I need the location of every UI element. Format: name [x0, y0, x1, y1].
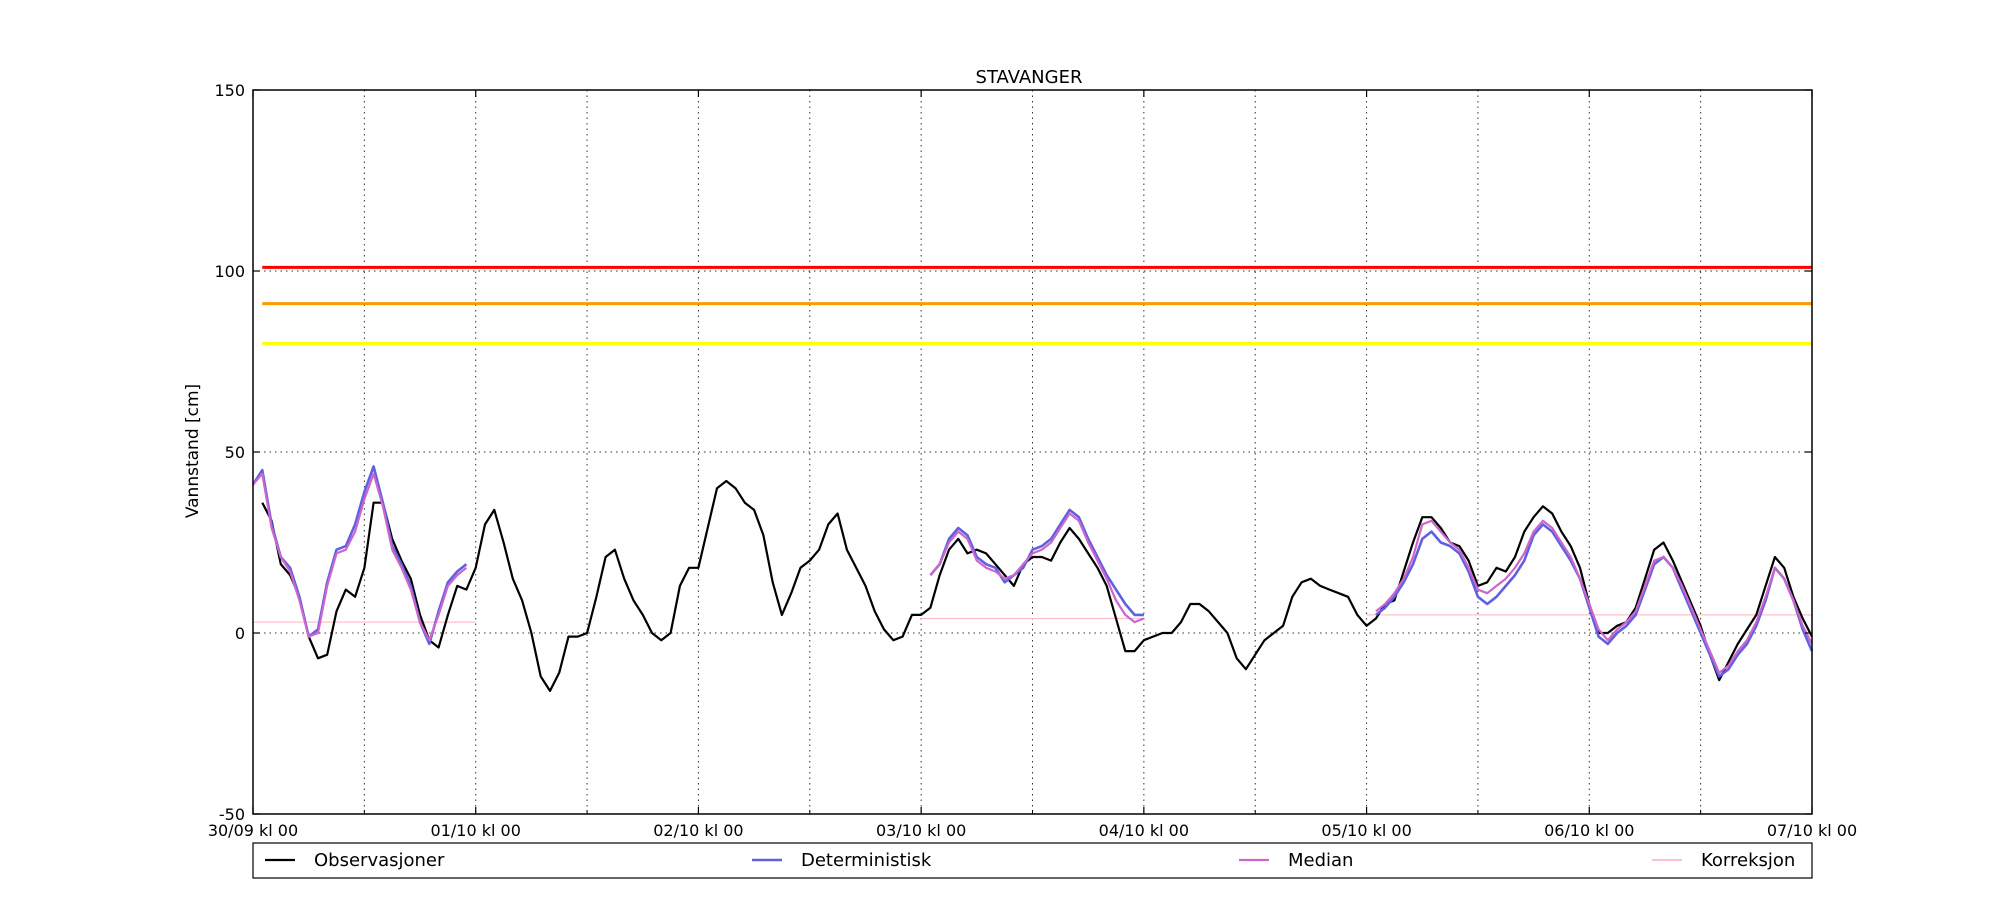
legend-box: [252, 842, 1813, 879]
x-tick-label: 04/10 kl 00: [1099, 821, 1189, 840]
plot-frame: [252, 89, 1813, 815]
legend-label-observasjoner: Observasjoner: [314, 850, 445, 871]
tick-layer: -50 0 50 100 150 30/09 kl 00 01/10 kl 00 02/10 …: [208, 81, 1857, 840]
threshold-layer: [262, 265, 1812, 345]
series-line-median: [929, 512, 1145, 624]
x-tick-label: 30/09 kl 00: [208, 821, 298, 840]
y-tick-label: 150: [214, 81, 245, 100]
x-tick-label: 07/10 kl 00: [1767, 821, 1857, 840]
grid-layer: [253, 90, 1812, 814]
x-tick-label: 03/10 kl 00: [876, 821, 966, 840]
x-tick-label: 02/10 kl 00: [653, 821, 743, 840]
x-tick-label: 01/10 kl 00: [431, 821, 521, 840]
series-line-median: [1375, 519, 1813, 674]
y-tick-label: 0: [235, 624, 245, 643]
y-tick-label: 50: [225, 443, 245, 462]
series-layer: [251, 465, 1814, 692]
series-line-deterministisk: [929, 508, 1144, 617]
legend: Observasjoner Deterministisk Median Korreks…: [252, 842, 1813, 879]
series-line-observasjoner: [261, 479, 1813, 692]
y-axis-label: Vannstand [cm]: [183, 384, 203, 518]
series-line-median: [252, 472, 468, 642]
x-tick-label: 06/10 kl 00: [1544, 821, 1634, 840]
series-line-deterministisk: [251, 465, 468, 646]
y-tick-label: -50: [219, 805, 245, 824]
series-line-deterministisk: [1375, 523, 1814, 678]
legend-label-korreksjon: Korreksjon: [1701, 850, 1795, 871]
y-tick-label: 100: [214, 262, 245, 281]
x-tick-label: 05/10 kl 00: [1321, 821, 1411, 840]
chart-title: STAVANGER: [976, 67, 1083, 88]
legend-label-median: Median: [1288, 850, 1353, 871]
legend-label-deterministisk: Deterministisk: [801, 850, 932, 871]
